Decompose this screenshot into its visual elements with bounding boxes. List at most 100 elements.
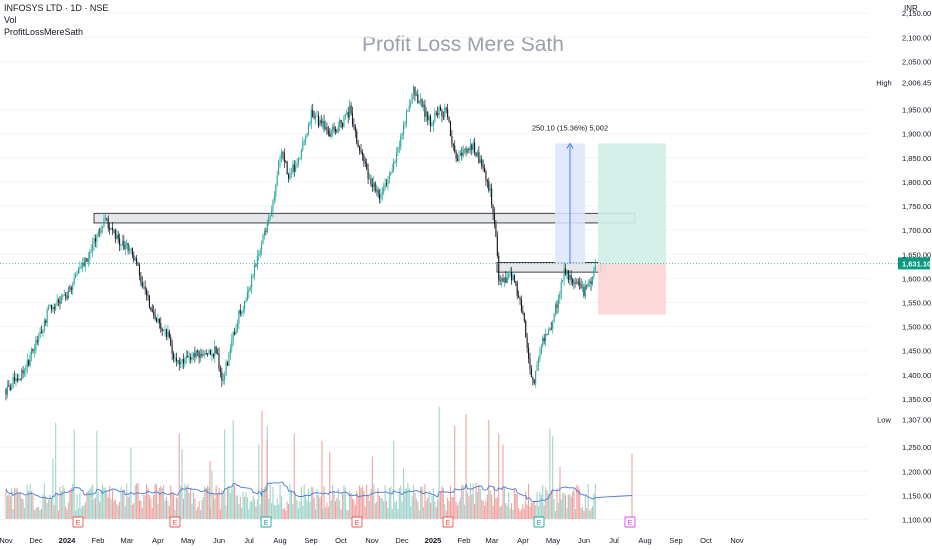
drawings-layer[interactable]: 250.10 (15.36%) 5,002 E E E E E E E — [0, 123, 898, 528]
candle — [191, 357, 193, 360]
candle — [512, 275, 514, 281]
volume-bar — [75, 510, 77, 519]
volume-bar — [57, 510, 60, 519]
volume-bar — [424, 484, 426, 519]
candle — [501, 278, 503, 281]
volume-bar — [173, 493, 175, 519]
volume-bar — [437, 499, 439, 519]
candle — [452, 143, 454, 146]
time-axis[interactable]: Nov Dec 2024 Feb Mar Apr May Jun Jul Aug Sep Oct Nov… — [0, 536, 744, 545]
candle — [130, 248, 132, 251]
volume-bar — [232, 420, 234, 519]
candle — [242, 309, 244, 313]
volume-bar — [212, 492, 214, 519]
candle — [26, 360, 28, 368]
candle — [593, 269, 595, 278]
candle — [5, 389, 7, 395]
candle — [337, 127, 339, 132]
candle — [498, 255, 500, 281]
earnings-marker[interactable]: E — [533, 516, 545, 528]
candle — [444, 108, 446, 117]
time-tick-label: Dec — [395, 536, 409, 545]
earnings-marker[interactable]: E — [624, 516, 636, 528]
candle — [50, 305, 52, 310]
volume-bar — [35, 508, 37, 519]
candle — [347, 112, 349, 118]
earnings-marker[interactable]: E — [442, 516, 454, 528]
candle — [367, 168, 369, 179]
candle — [8, 385, 10, 387]
price-axis[interactable]: 2,200.002,150.002,100.002,050.001,950.00… — [876, 0, 931, 524]
candle — [316, 115, 318, 117]
volume-bar — [411, 496, 413, 519]
volume-bar — [140, 500, 142, 519]
volume-bar — [384, 485, 386, 519]
volume-bar — [518, 508, 520, 519]
volume-bar — [90, 486, 92, 519]
volume-bar — [310, 486, 312, 519]
volume-bar — [404, 488, 406, 519]
candle — [366, 163, 368, 169]
low-value-label: 1,307.00 — [902, 416, 931, 425]
volume-bar — [495, 497, 497, 519]
candle — [31, 348, 33, 355]
volume-bar — [410, 506, 412, 519]
volume-bar — [231, 488, 233, 519]
candle — [182, 359, 185, 364]
candle — [323, 121, 325, 130]
earnings-marker[interactable]: E — [260, 516, 272, 528]
candle — [270, 211, 273, 217]
volume-bar — [412, 485, 415, 519]
price-tick-label: 1,400.00 — [902, 371, 931, 380]
candle — [508, 274, 510, 278]
candle — [563, 268, 565, 280]
volume-bar — [96, 430, 98, 519]
candle — [397, 147, 399, 153]
volume-bar — [393, 440, 395, 519]
volume-bar — [315, 509, 317, 519]
volume-bar — [528, 483, 530, 519]
earnings-marker[interactable]: E — [72, 516, 84, 528]
earnings-letter: E — [264, 520, 269, 527]
volume-bar — [178, 433, 180, 519]
volume-bar — [370, 489, 372, 519]
candle — [238, 310, 240, 324]
candle — [265, 231, 267, 233]
volume-bar — [543, 505, 545, 519]
volume-bar — [119, 501, 121, 519]
volume-bar — [300, 487, 302, 519]
volume-bar — [350, 493, 352, 519]
candle — [173, 353, 175, 359]
volume-bar — [322, 509, 324, 519]
symbol-title[interactable]: INFOSYS LTD · 1D · NSE — [4, 3, 109, 13]
volume-bar — [334, 501, 336, 519]
volume-bar — [448, 501, 450, 519]
candle — [62, 295, 64, 297]
volume-bar — [515, 493, 517, 519]
volume-bar — [542, 484, 544, 519]
earnings-letter: E — [76, 520, 81, 527]
volume-bar — [536, 492, 538, 519]
volume-bar — [407, 483, 409, 519]
candle — [351, 113, 354, 125]
volume-bar — [124, 506, 126, 519]
custom-indicator-label[interactable]: ProfitLossMereSath — [4, 27, 84, 37]
volume-bar — [32, 494, 34, 519]
candle — [581, 286, 584, 288]
candle — [107, 219, 109, 229]
volume-bar — [258, 444, 260, 519]
volume-bar — [60, 491, 62, 519]
candle — [542, 338, 544, 346]
volume-bar — [394, 502, 396, 519]
candle — [228, 353, 230, 366]
time-tick-label: Jul — [244, 536, 254, 545]
earnings-marker[interactable]: E — [169, 516, 181, 528]
volume-bar — [236, 495, 239, 519]
volume-bar — [569, 493, 571, 519]
candle — [552, 322, 554, 329]
volume-indicator-label[interactable]: Vol — [4, 15, 17, 25]
volume-bar — [316, 488, 318, 519]
earnings-marker[interactable]: E — [351, 516, 363, 528]
candle — [146, 289, 148, 296]
